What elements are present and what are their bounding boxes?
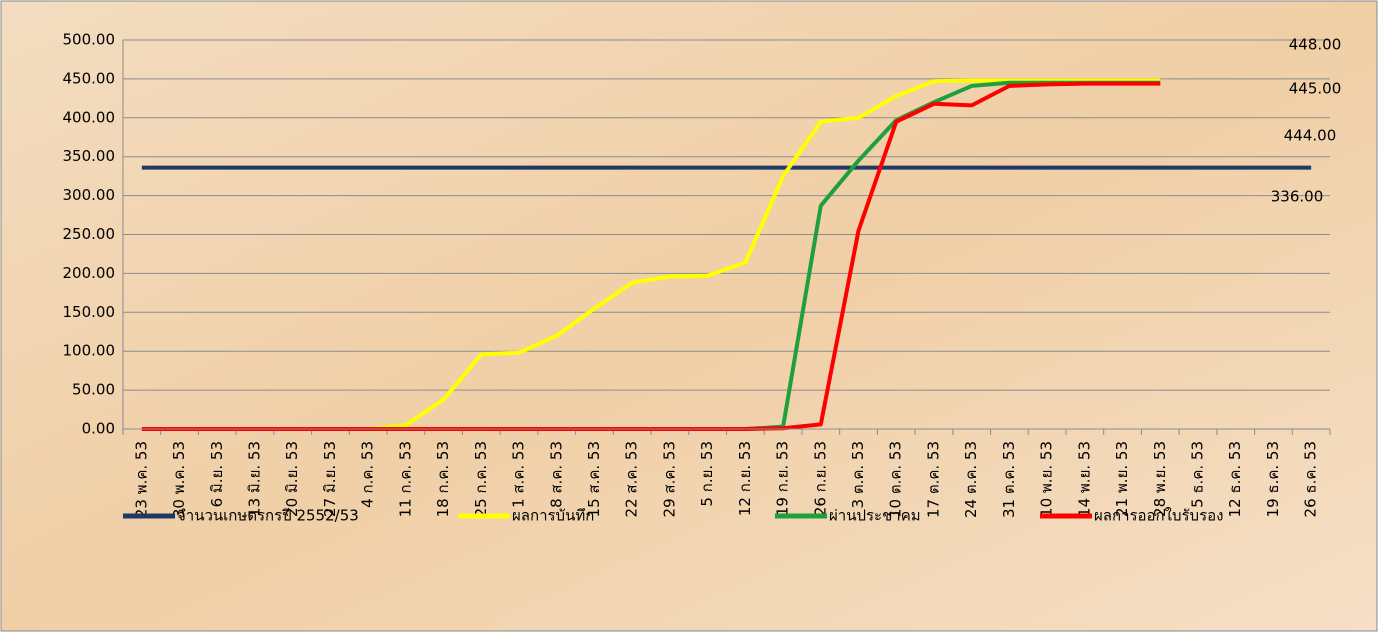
x-tick-label: 3 ต.ค. 53 [849, 441, 867, 508]
legend-label: จำนวนเกษตรกรปี 2552/53 [177, 507, 359, 525]
x-tick-label: 22 ส.ค. 53 [623, 441, 641, 517]
x-tick-label: 19 ก.ย. 53 [774, 441, 792, 516]
y-tick-label: 0.00 [82, 420, 115, 438]
x-tick-label: 21 พ.ย. 53 [1113, 441, 1131, 517]
x-tick-label: 19 ธ.ค. 53 [1264, 441, 1282, 517]
x-tick-label: 20 มิ.ย. 53 [283, 441, 301, 517]
x-tick-label: 26 ธ.ค. 53 [1302, 441, 1320, 517]
x-tick-label: 18 ก.ค. 53 [434, 441, 452, 517]
x-tick-label: 12 ธ.ค. 53 [1226, 441, 1244, 517]
x-tick-label: 4 ก.ค. 53 [359, 441, 377, 508]
legend-label: ผลการบันทึก [512, 507, 594, 525]
annotation: 336.00 [1271, 188, 1324, 206]
y-tick-label: 400.00 [63, 108, 116, 126]
x-tick-label: 1 ส.ค. 53 [510, 441, 528, 508]
x-tick-label: 15 ส.ค. 53 [585, 441, 603, 517]
y-tick-label: 450.00 [63, 69, 116, 87]
y-tick-label: 50.00 [72, 381, 115, 399]
x-tick-label: 13 มิ.ย. 53 [246, 441, 264, 517]
x-tick-label: 17 ต.ค. 53 [924, 441, 942, 518]
x-tick-label: 5 ก.ย. 53 [698, 441, 716, 507]
x-tick-label: 30 พ.ค. 53 [170, 441, 188, 518]
x-tick-label: 10 พ.ย. 53 [1038, 441, 1056, 517]
x-tick-label: 27 มิ.ย. 53 [321, 441, 339, 517]
annotation: 444.00 [1284, 127, 1337, 145]
legend-label: ผ่านประชาคม [829, 507, 921, 525]
y-tick-label: 150.00 [63, 303, 116, 321]
annotation: 445.00 [1289, 80, 1342, 98]
x-tick-label: 25 ก.ค. 53 [472, 441, 490, 517]
y-tick-label: 100.00 [63, 342, 116, 360]
x-tick-label: 6 มิ.ย. 53 [208, 441, 226, 507]
x-tick-label: 24 ต.ค. 53 [962, 441, 980, 518]
x-tick-label: 5 ธ.ค. 53 [1188, 441, 1206, 508]
x-tick-label: 8 ส.ค. 53 [547, 441, 565, 508]
legend-label: ผลการออกใบรับรอง [1094, 507, 1223, 525]
x-tick-label: 26 ก.ย. 53 [811, 441, 829, 516]
x-tick-label: 12 ก.ย. 53 [736, 441, 754, 516]
annotation: 448.00 [1289, 36, 1342, 54]
x-tick-label: 23 พ.ค. 53 [132, 441, 150, 518]
y-tick-label: 350.00 [63, 147, 116, 165]
x-tick-label: 14 พ.ย. 53 [1075, 441, 1093, 517]
y-tick-label: 250.00 [63, 225, 116, 243]
x-tick-label: 28 พ.ย. 53 [1151, 441, 1169, 517]
y-tick-label: 500.00 [63, 31, 116, 49]
x-tick-label: 31 ต.ค. 53 [1000, 441, 1018, 518]
y-tick-label: 200.00 [63, 264, 116, 282]
x-tick-label: 29 ส.ค. 53 [660, 441, 678, 517]
y-tick-label: 300.00 [63, 186, 116, 204]
x-tick-label: 10 ต.ค. 53 [887, 441, 905, 518]
x-tick-label: 11 ก.ค. 53 [396, 441, 414, 517]
